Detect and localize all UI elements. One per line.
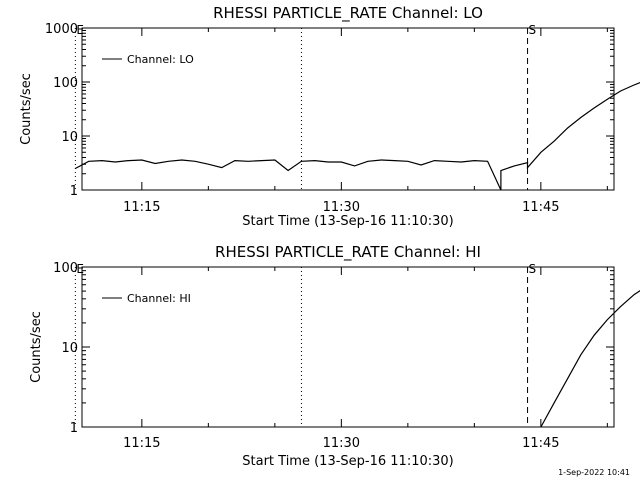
panel1-x-axis-label: Start Time (13-Sep-16 11:10:30) [242, 214, 453, 229]
panel2-x-axis-label: Start Time (13-Sep-16 11:10:30) [242, 454, 453, 469]
footer-timestamp: 1-Sep-2022 10:41 [558, 468, 630, 477]
panel1-plot-frame [81, 27, 615, 191]
panel1-x-tick-label-0: 11:15 [123, 200, 160, 215]
panel1-series-line-0 [75, 82, 640, 191]
panel2-y-tick-label-1: 10 [61, 341, 78, 356]
panel2-legend-label: Channel: HI [127, 292, 191, 305]
panel1-legend-label: Channel: LO [127, 53, 194, 66]
panel2-y-tick-label-2: 100 [53, 261, 78, 276]
panel2-marker-label-2: S [529, 262, 537, 276]
panel2-x-tick-label-1: 11:30 [323, 436, 360, 451]
panel2-title: RHESSI PARTICLE_RATE Channel: HI [215, 243, 481, 262]
panel2-marker-label-0: E [76, 262, 84, 276]
panel1-y-tick-label-3: 1000 [45, 22, 78, 37]
panel1-marker-label-0: E [76, 23, 84, 37]
panel2-y-tick-label-0: 1 [70, 421, 78, 436]
panel2-y-axis-label: Counts/sec [29, 311, 44, 383]
panel2-series-line-0 [540, 290, 640, 428]
panel1-y-tick-label-1: 10 [61, 130, 78, 145]
panel1-x-tick-label-2: 11:45 [522, 200, 559, 215]
panel2-plot-frame [81, 266, 615, 428]
panel1-y-tick-label-2: 100 [53, 76, 78, 91]
panel1-y-tick-label-0: 1 [70, 184, 78, 199]
panel1-title: RHESSI PARTICLE_RATE Channel: LO [213, 4, 483, 23]
panel1-marker-label-2: S [529, 23, 537, 37]
panel2-x-tick-label-0: 11:15 [123, 436, 160, 451]
panel1-y-axis-label: Counts/sec [19, 73, 34, 145]
panel1-x-tick-label-1: 11:30 [323, 200, 360, 215]
panel2-x-tick-label-2: 11:45 [522, 436, 559, 451]
